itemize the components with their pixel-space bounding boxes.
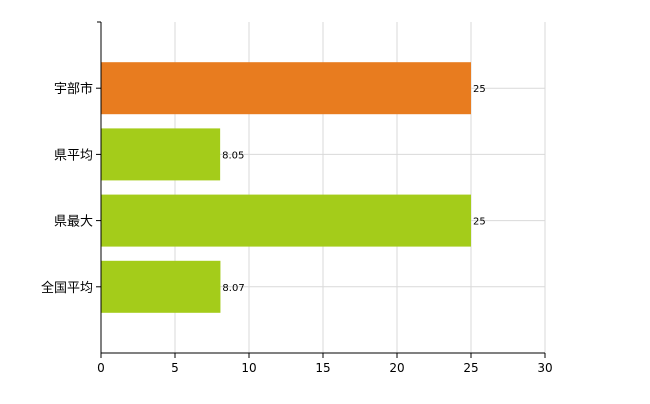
bar	[101, 62, 471, 115]
axes-layer	[96, 21, 546, 358]
bars-layer	[101, 62, 471, 313]
category-label: 県平均	[54, 148, 93, 163]
bar	[101, 260, 221, 313]
x-tick-label: 10	[241, 361, 256, 375]
bar	[101, 128, 221, 181]
bar-value-label: 8.05	[222, 150, 244, 161]
bar	[101, 194, 471, 247]
x-tick-label: 5	[171, 361, 179, 375]
bar-value-label: 8.07	[222, 283, 244, 294]
category-label: 宇部市	[54, 81, 93, 97]
x-tick-label: 20	[389, 361, 404, 375]
bar-value-label: 25	[473, 84, 486, 95]
category-label: 県最大	[54, 215, 93, 230]
x-tick-label: 0	[97, 361, 105, 375]
x-tick-label: 15	[315, 361, 330, 375]
bar-value-label: 25	[473, 217, 486, 228]
x-tick-label: 25	[463, 361, 478, 375]
x-tick-label: 30	[537, 361, 552, 375]
category-label: 全国平均	[41, 280, 93, 296]
